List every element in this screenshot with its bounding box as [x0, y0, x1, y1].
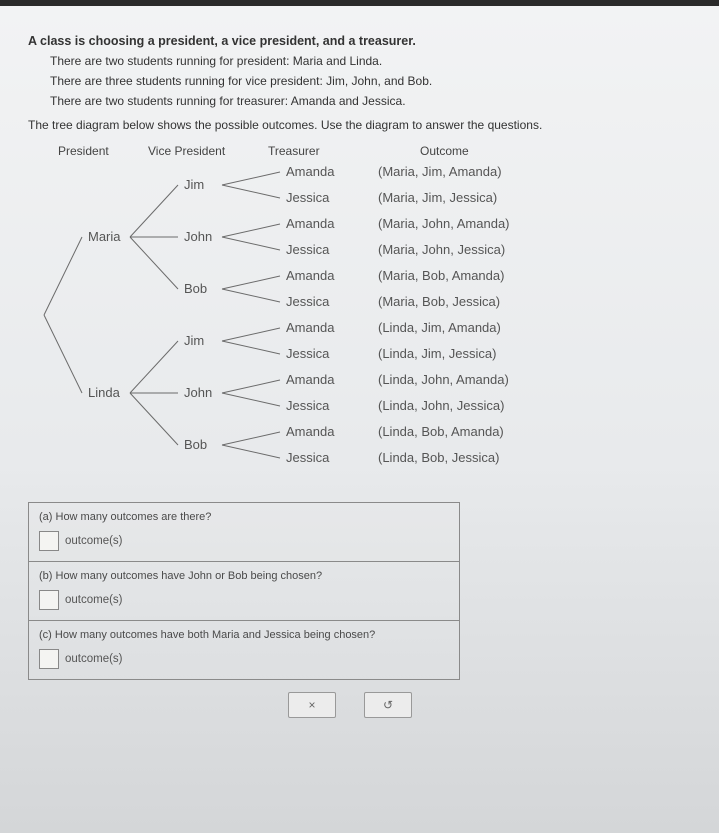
question-b: (b) How many outcomes have John or Bob b… — [29, 562, 459, 621]
tree-diagram: President Vice President Treasurer Outco… — [28, 144, 691, 478]
tree-vp-1-2: Bob — [184, 437, 207, 452]
tree-column-headers: President Vice President Treasurer Outco… — [28, 144, 691, 158]
tree-canvas: Maria Jim Amanda (Maria, Jim, Amanda) Jessic… — [28, 164, 691, 478]
tree-president-1: Linda — [88, 385, 120, 400]
question-c-label: (c) How many outcomes have both Maria an… — [39, 629, 449, 641]
tree-treasurer-1: Jessica — [286, 190, 329, 205]
tree-outcome-2: (Maria, John, Amanda) — [378, 216, 510, 231]
intro-block: A class is choosing a president, a vice … — [28, 34, 691, 132]
question-a: (a) How many outcomes are there? outcome… — [29, 503, 459, 562]
tree-treasurer-7: Jessica — [286, 346, 329, 361]
tree-treasurer-3: Jessica — [286, 242, 329, 257]
reset-button[interactable]: ↺ — [364, 692, 412, 718]
tree-treasurer-0: Amanda — [286, 164, 334, 179]
intro-line-vps: There are three students running for vic… — [28, 74, 691, 88]
intro-headline: A class is choosing a president, a vice … — [28, 34, 691, 48]
tree-outcome-10: (Linda, Bob, Amanda) — [378, 424, 504, 439]
tree-treasurer-8: Amanda — [286, 372, 334, 387]
header-outcome: Outcome — [398, 144, 691, 158]
reset-icon: ↺ — [383, 698, 393, 712]
tree-outcome-8: (Linda, John, Amanda) — [378, 372, 509, 387]
tree-president-0: Maria — [88, 229, 121, 244]
tree-lines — [28, 164, 719, 504]
tree-outcome-5: (Maria, Bob, Jessica) — [378, 294, 500, 309]
question-b-label: (b) How many outcomes have John or Bob b… — [39, 570, 449, 582]
tree-treasurer-5: Jessica — [286, 294, 329, 309]
tree-treasurer-2: Amanda — [286, 216, 334, 231]
question-a-label: (a) How many outcomes are there? — [39, 511, 449, 523]
question-b-unit: outcome(s) — [65, 594, 123, 606]
intro-instruction: The tree diagram below shows the possibl… — [28, 118, 691, 132]
tree-outcome-4: (Maria, Bob, Amanda) — [378, 268, 504, 283]
tree-treasurer-10: Amanda — [286, 424, 334, 439]
question-c-unit: outcome(s) — [65, 653, 123, 665]
bottom-buttons: × ↺ — [288, 692, 691, 718]
header-vice-president: Vice President — [148, 144, 268, 158]
question-a-unit: outcome(s) — [65, 535, 123, 547]
tree-vp-1-1: John — [184, 385, 212, 400]
intro-line-presidents: There are two students running for presi… — [28, 54, 691, 68]
question-a-input[interactable] — [39, 531, 59, 551]
question-c: (c) How many outcomes have both Maria an… — [29, 621, 459, 679]
tree-outcome-3: (Maria, John, Jessica) — [378, 242, 505, 257]
tree-outcome-7: (Linda, Jim, Jessica) — [378, 346, 496, 361]
tree-treasurer-11: Jessica — [286, 450, 329, 465]
header-president: President — [28, 144, 148, 158]
question-c-input[interactable] — [39, 649, 59, 669]
tree-outcome-0: (Maria, Jim, Amanda) — [378, 164, 502, 179]
tree-vp-0-2: Bob — [184, 281, 207, 296]
intro-line-treasurers: There are two students running for treas… — [28, 94, 691, 108]
question-b-input[interactable] — [39, 590, 59, 610]
tree-vp-0-0: Jim — [184, 177, 204, 192]
close-icon: × — [308, 698, 315, 712]
tree-treasurer-6: Amanda — [286, 320, 334, 335]
header-treasurer: Treasurer — [268, 144, 398, 158]
tree-outcome-11: (Linda, Bob, Jessica) — [378, 450, 499, 465]
tree-treasurer-9: Jessica — [286, 398, 329, 413]
tree-vp-0-1: John — [184, 229, 212, 244]
tree-vp-1-0: Jim — [184, 333, 204, 348]
tree-outcome-9: (Linda, John, Jessica) — [378, 398, 504, 413]
tree-outcome-1: (Maria, Jim, Jessica) — [378, 190, 497, 205]
worksheet-page: A class is choosing a president, a vice … — [0, 0, 719, 833]
tree-treasurer-4: Amanda — [286, 268, 334, 283]
close-button[interactable]: × — [288, 692, 336, 718]
questions-box: (a) How many outcomes are there? outcome… — [28, 502, 460, 680]
tree-outcome-6: (Linda, Jim, Amanda) — [378, 320, 501, 335]
